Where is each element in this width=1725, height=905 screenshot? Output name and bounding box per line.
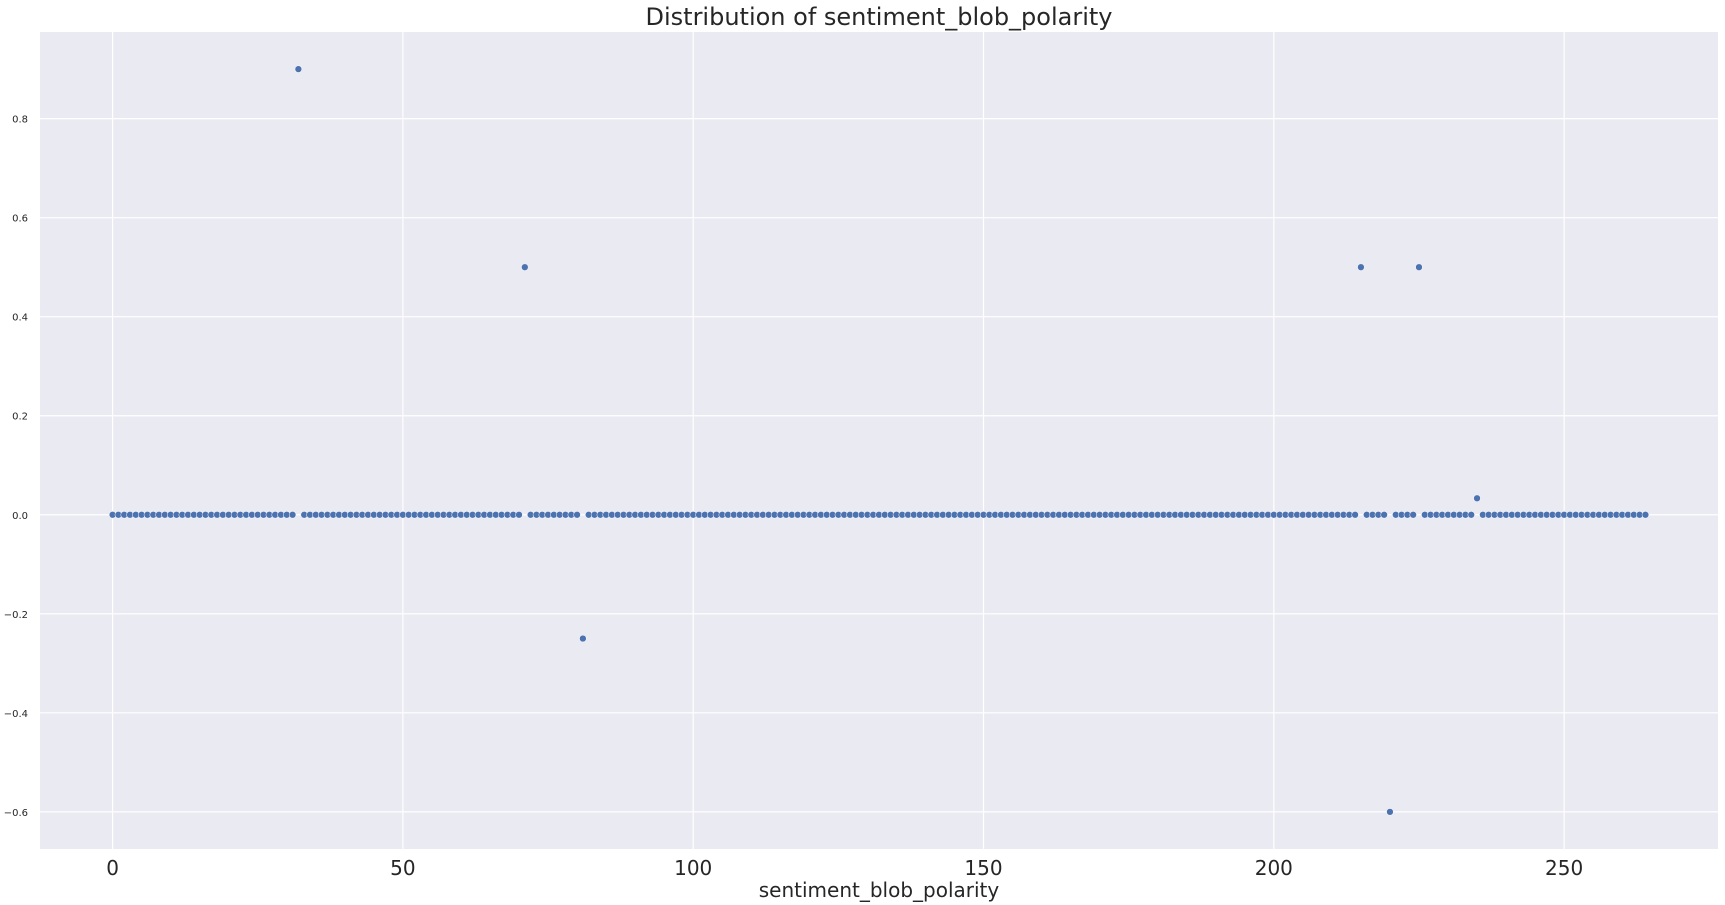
- x-axis-label: sentiment_blob_polarity: [759, 878, 1000, 902]
- data-point: [1473, 494, 1481, 502]
- data-point: [294, 65, 303, 73]
- x-tick-label: 50: [390, 856, 415, 880]
- chart-title: Distribution of sentiment_blob_polarity: [646, 3, 1113, 31]
- data-point: [1380, 511, 1388, 519]
- x-tick-label: 100: [674, 856, 712, 880]
- plot-background: [40, 32, 1718, 849]
- data-points: [108, 65, 1650, 816]
- y-tick-label: 0.0: [12, 511, 28, 522]
- data-point: [1386, 808, 1394, 816]
- y-tick-label: −0.2: [4, 610, 28, 621]
- data-point: [288, 511, 297, 519]
- data-point: [1409, 511, 1417, 519]
- data-point: [521, 263, 529, 271]
- x-tick-label: 0: [106, 856, 119, 880]
- y-axis-ticks: −0.6 −0.4 −0.2 0.0 0.2 0.4 0.6 0.8: [4, 115, 28, 819]
- y-tick-label: 0.8: [12, 115, 28, 126]
- y-tick-label: −0.4: [4, 709, 28, 720]
- data-point: [579, 634, 587, 643]
- x-axis-ticks: 0 50 100 150 200 250: [106, 856, 1583, 880]
- x-tick-label: 150: [964, 856, 1002, 880]
- y-tick-label: −0.6: [4, 808, 28, 819]
- data-point: [1415, 263, 1423, 271]
- x-tick-label: 200: [1255, 856, 1293, 880]
- y-tick-label: 0.2: [12, 412, 28, 423]
- data-point: [1467, 511, 1475, 519]
- data-point: [1357, 263, 1365, 271]
- y-tick-label: 0.4: [12, 313, 28, 324]
- data-point: [1351, 511, 1359, 519]
- y-tick-label: 0.6: [12, 214, 28, 225]
- x-tick-label: 250: [1545, 856, 1583, 880]
- data-point: [515, 511, 523, 519]
- data-point: [1641, 511, 1650, 519]
- data-point: [573, 511, 581, 519]
